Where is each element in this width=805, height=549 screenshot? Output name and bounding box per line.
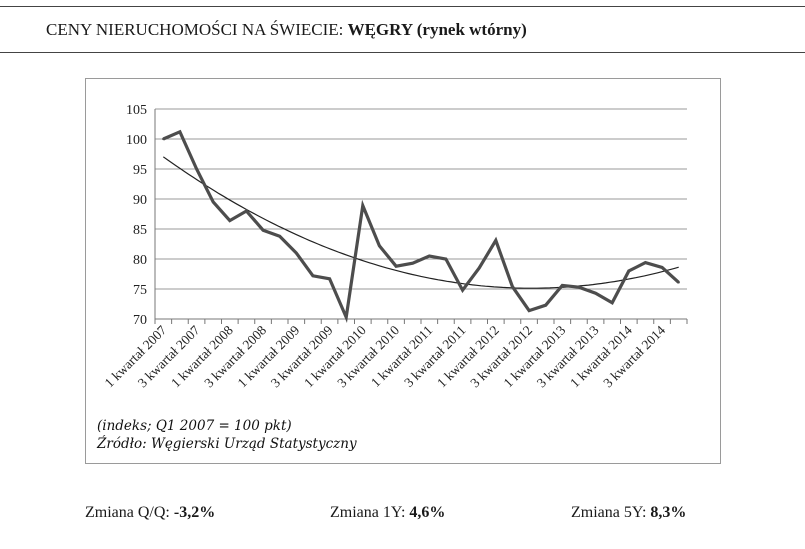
y-tick-label: 90 — [133, 193, 147, 208]
page-title: CENY NIERUCHOMOŚCI NA ŚWIECIE: WĘGRY (ry… — [46, 20, 527, 40]
change-5y: Zmiana 5Y: 8,3% — [571, 504, 686, 522]
data-point — [660, 266, 664, 269]
bottom-rule — [0, 52, 805, 53]
y-tick-label: 75 — [133, 283, 147, 298]
data-point — [211, 200, 215, 204]
data-point — [162, 137, 165, 141]
data-point — [344, 316, 348, 319]
data-point — [228, 219, 232, 222]
series-line — [162, 129, 680, 323]
data-point — [444, 257, 448, 261]
data-point — [477, 266, 481, 270]
title-prefix: CENY NIERUCHOMOŚCI NA ŚWIECIE: — [46, 20, 348, 39]
chart-frame: 70 75 80 85 90 95 100 105 1 kwartał 2007 3 kwarta… — [85, 78, 721, 464]
data-point — [644, 261, 647, 264]
change-qq-label: Zmiana Q/Q: — [85, 504, 174, 521]
y-tick-label: 85 — [133, 223, 147, 238]
data-point — [561, 284, 564, 287]
data-point — [195, 167, 198, 171]
change-qq: Zmiana Q/Q: -3,2% — [85, 504, 215, 522]
data-point — [577, 286, 581, 289]
data-point — [594, 292, 597, 295]
change-1y-label: Zmiana 1Y: — [330, 504, 410, 521]
data-point — [677, 281, 680, 284]
data-point — [245, 209, 248, 213]
data-point — [178, 130, 182, 133]
data-point — [428, 254, 431, 258]
data-point — [527, 309, 531, 312]
data-point — [394, 265, 398, 268]
data-point — [261, 229, 265, 232]
data-point — [411, 262, 414, 265]
data-point — [328, 277, 331, 280]
data-point — [511, 285, 514, 288]
change-5y-value: 8,3% — [650, 504, 687, 521]
data-point — [278, 235, 281, 238]
change-5y-label: Zmiana 5Y: — [571, 504, 651, 521]
data-point — [627, 269, 631, 273]
y-tick-label: 80 — [133, 253, 147, 268]
data-point — [544, 304, 547, 307]
data-point — [311, 274, 315, 277]
change-1y: Zmiana 1Y: 4,6% — [330, 504, 445, 522]
y-tick-label: 100 — [126, 133, 147, 148]
y-tick-label: 95 — [133, 163, 147, 178]
y-tick-label: 105 — [126, 103, 147, 118]
data-point — [461, 289, 464, 292]
data-point — [610, 301, 614, 304]
y-tick-label: 70 — [133, 313, 147, 328]
change-qq-value: -3,2% — [173, 504, 216, 521]
data-point — [378, 244, 381, 247]
change-1y-value: 4,6% — [409, 504, 446, 521]
top-rule — [0, 6, 805, 7]
title-country: WĘGRY — [347, 20, 413, 39]
source-note: Źródło: Węgierski Urząd Statystyczny — [97, 436, 357, 452]
data-point — [494, 239, 498, 242]
data-point — [295, 251, 298, 255]
trendline — [162, 156, 679, 289]
index-note: (indeks; Q1 2007 = 100 pkt) — [97, 418, 292, 434]
data-point — [361, 204, 365, 207]
title-suffix: (rynek wtórny) — [412, 20, 527, 39]
header: CENY NIERUCHOMOŚCI NA ŚWIECIE: WĘGRY (ry… — [0, 0, 805, 54]
